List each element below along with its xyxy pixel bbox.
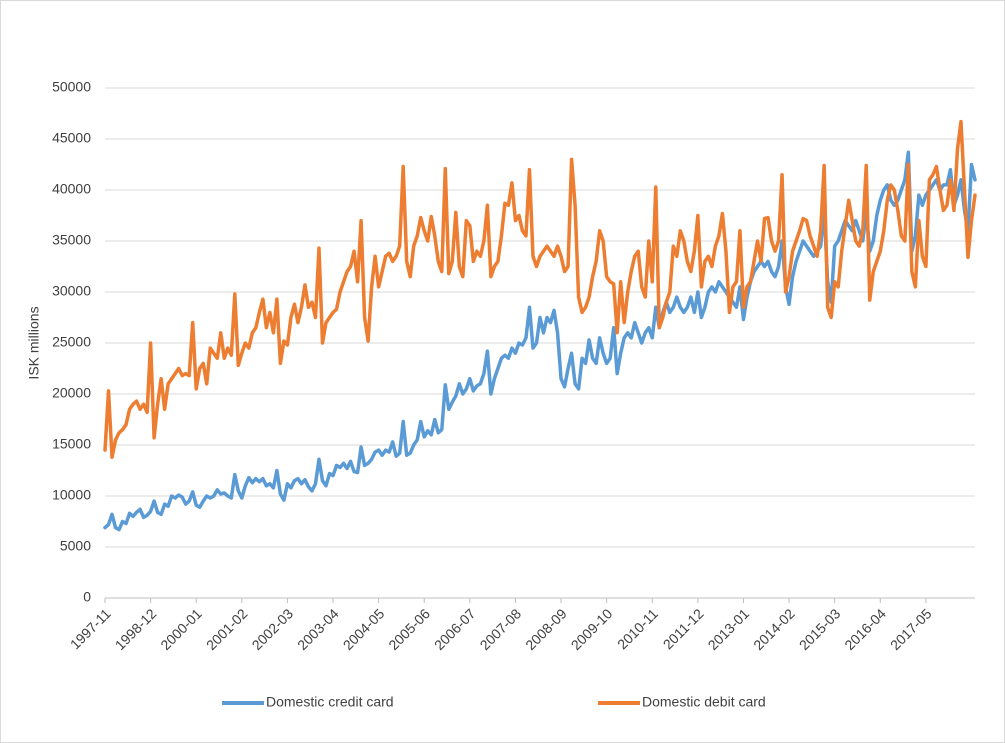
y-axis-label: ISK millions xyxy=(26,306,42,379)
y-tick-label: 15000 xyxy=(52,436,91,452)
y-tick-label: 45000 xyxy=(52,130,91,146)
y-tick-label: 40000 xyxy=(52,181,91,197)
legend-label: Domestic debit card xyxy=(642,694,766,710)
legend-label: Domestic credit card xyxy=(266,694,394,710)
y-tick-label: 20000 xyxy=(52,385,91,401)
y-tick-label: 30000 xyxy=(52,283,91,299)
y-tick-label: 50000 xyxy=(52,79,91,95)
y-tick-label: 5000 xyxy=(60,538,91,554)
line-series xyxy=(103,150,977,532)
y-tick-label: 10000 xyxy=(52,487,91,503)
line-series xyxy=(103,119,977,459)
y-tick-label: 25000 xyxy=(52,334,91,350)
y-tick-label: 0 xyxy=(83,589,91,605)
y-tick-label: 35000 xyxy=(52,232,91,248)
